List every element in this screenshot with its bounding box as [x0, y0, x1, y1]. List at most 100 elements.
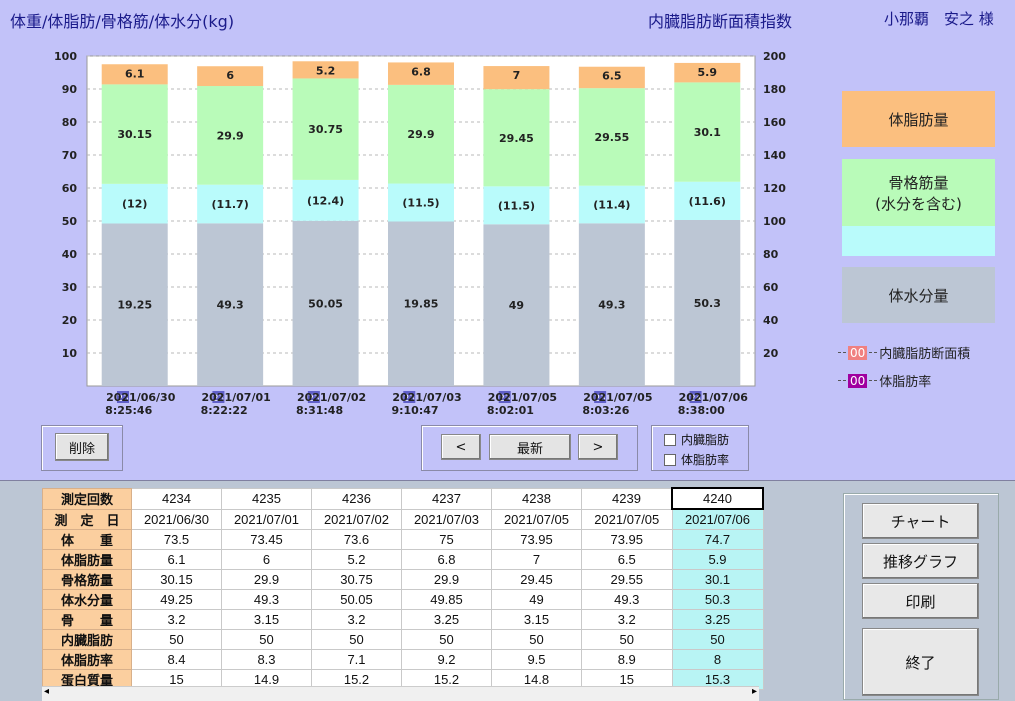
table-cell[interactable]: 4234	[131, 487, 222, 510]
table-cell[interactable]: 2021/07/02	[311, 508, 402, 530]
table-cell[interactable]: 3.15	[491, 609, 582, 630]
table-cell[interactable]: 73.5	[131, 529, 222, 550]
bodyfat-checkbox[interactable]: 体脂肪率	[664, 451, 729, 468]
legend-bodyfat: 00 体脂肪率	[838, 371, 931, 390]
table-cell[interactable]: 6	[221, 549, 312, 570]
table-cell[interactable]: 50	[401, 629, 492, 650]
table-cell[interactable]: 3.15	[221, 609, 312, 630]
scroll-right-arrow-icon[interactable]: ▸	[751, 686, 757, 697]
x-tick-date: 2021/07/06	[679, 391, 749, 404]
table-cell[interactable]: 50	[581, 629, 673, 650]
bar-water	[483, 224, 550, 386]
table-cell[interactable]: 29.55	[581, 569, 673, 590]
table-cell[interactable]: 8.3	[221, 649, 312, 670]
chart-button[interactable]: チャート	[862, 503, 979, 539]
bodyfat-checkbox-box[interactable]	[664, 453, 676, 466]
y2-tick-label: 80	[763, 248, 779, 261]
table-cell[interactable]: 8.4	[131, 649, 222, 670]
table-cell[interactable]: 8.9	[581, 649, 673, 670]
table-cell[interactable]: 3.2	[131, 609, 222, 630]
table-cell[interactable]: 4239	[581, 487, 673, 510]
table-cell[interactable]: 30.15	[131, 569, 222, 590]
table-cell[interactable]: 29.45	[491, 569, 582, 590]
table-cell[interactable]: 30.75	[311, 569, 402, 590]
bar-fat-label: 6.5	[602, 70, 622, 83]
table-cell[interactable]: 6.1	[131, 549, 222, 570]
table-cell[interactable]: 49	[491, 589, 582, 610]
table-cell[interactable]: 7	[491, 549, 582, 570]
table-cell[interactable]: 50.05	[311, 589, 402, 610]
visceral-checkbox[interactable]: 内臓脂肪	[664, 431, 729, 448]
left-axis-title: 体重/体脂肪/骨格筋/体水分(kg)	[10, 12, 235, 31]
table-cell[interactable]: 8	[671, 649, 764, 670]
table-cell[interactable]: 15.2	[401, 669, 492, 690]
bar-protein	[578, 185, 645, 224]
table-cell[interactable]: 5.2	[311, 549, 402, 570]
bar-water	[197, 223, 264, 386]
delete-button[interactable]: 削除	[55, 433, 109, 461]
table-cell[interactable]: 29.9	[401, 569, 492, 590]
table-cell[interactable]: 7.1	[311, 649, 402, 670]
table-cell[interactable]: 50	[491, 629, 582, 650]
table-cell[interactable]: 15	[131, 669, 222, 690]
table-cell[interactable]: 15.3	[671, 669, 764, 690]
table-cell[interactable]: 3.25	[401, 609, 492, 630]
table-cell[interactable]: 5.9	[671, 549, 764, 570]
table-cell[interactable]: 14.9	[221, 669, 312, 690]
exit-button[interactable]: 終了	[862, 628, 979, 696]
table-cell[interactable]: 3.2	[581, 609, 673, 630]
scroll-left-arrow-icon[interactable]: ◂	[44, 686, 50, 697]
table-cell[interactable]: 50	[671, 629, 764, 650]
table-cell[interactable]: 49.3	[221, 589, 312, 610]
bodyfat-checkbox-label: 体脂肪率	[681, 453, 730, 467]
table-row: 骨格筋量 30.15 29.9 30.75 29.9 29.45 29.55 30.1	[42, 569, 764, 590]
table-cell[interactable]: 49.25	[131, 589, 222, 610]
row-header: 骨 量	[42, 609, 132, 630]
table-cell[interactable]: 73.6	[311, 529, 402, 550]
table-cell[interactable]: 4235	[221, 487, 312, 510]
legend-water: 体水分量	[842, 267, 995, 323]
table-cell[interactable]: 49.3	[581, 589, 673, 610]
table-cell[interactable]: 2021/07/05	[581, 508, 673, 530]
table-cell[interactable]: 50.3	[671, 589, 764, 610]
table-cell[interactable]: 49.85	[401, 589, 492, 610]
trend-graph-button[interactable]: 推移グラフ	[862, 543, 979, 579]
table-cell[interactable]: 50	[311, 629, 402, 650]
table-cell[interactable]: 2021/07/01	[221, 508, 312, 530]
table-cell[interactable]: 9.5	[491, 649, 582, 670]
table-cell[interactable]: 4240	[671, 487, 764, 510]
table-cell[interactable]: 75	[401, 529, 492, 550]
table-cell[interactable]: 74.7	[671, 529, 764, 550]
table-cell[interactable]: 50	[131, 629, 222, 650]
table-cell[interactable]: 2021/07/06	[671, 508, 764, 530]
y-tick-label: 20	[62, 314, 78, 327]
table-cell[interactable]: 6.8	[401, 549, 492, 570]
table-cell[interactable]: 6.5	[581, 549, 673, 570]
table-cell[interactable]: 30.1	[671, 569, 764, 590]
table-cell[interactable]: 29.9	[221, 569, 312, 590]
table-cell[interactable]: 3.25	[671, 609, 764, 630]
prev-button[interactable]: <	[441, 434, 481, 460]
table-cell[interactable]: 2021/07/05	[491, 508, 582, 530]
table-cell[interactable]: 73.95	[491, 529, 582, 550]
record-count-badge	[498, 391, 511, 403]
table-cell[interactable]: 15	[581, 669, 673, 690]
next-button[interactable]: >	[578, 434, 618, 460]
table-cell[interactable]: 15.2	[311, 669, 402, 690]
table-cell[interactable]: 73.95	[581, 529, 673, 550]
visceral-checkbox-box[interactable]	[664, 433, 676, 446]
print-button[interactable]: 印刷	[862, 583, 979, 619]
table-cell[interactable]: 73.45	[221, 529, 312, 550]
table-cell[interactable]: 4238	[491, 487, 582, 510]
table-cell[interactable]: 2021/06/30	[131, 508, 222, 530]
table-cell[interactable]: 3.2	[311, 609, 402, 630]
row-header: 体脂肪量	[42, 549, 132, 570]
table-cell[interactable]: 9.2	[401, 649, 492, 670]
table-cell[interactable]: 14.8	[491, 669, 582, 690]
table-cell[interactable]: 4237	[401, 487, 492, 510]
table-cell[interactable]: 2021/07/03	[401, 508, 492, 530]
table-horizontal-scrollbar[interactable]: ◂ ▸	[42, 686, 759, 701]
latest-button[interactable]: 最新	[489, 434, 571, 460]
table-cell[interactable]: 4236	[311, 487, 402, 510]
table-cell[interactable]: 50	[221, 629, 312, 650]
